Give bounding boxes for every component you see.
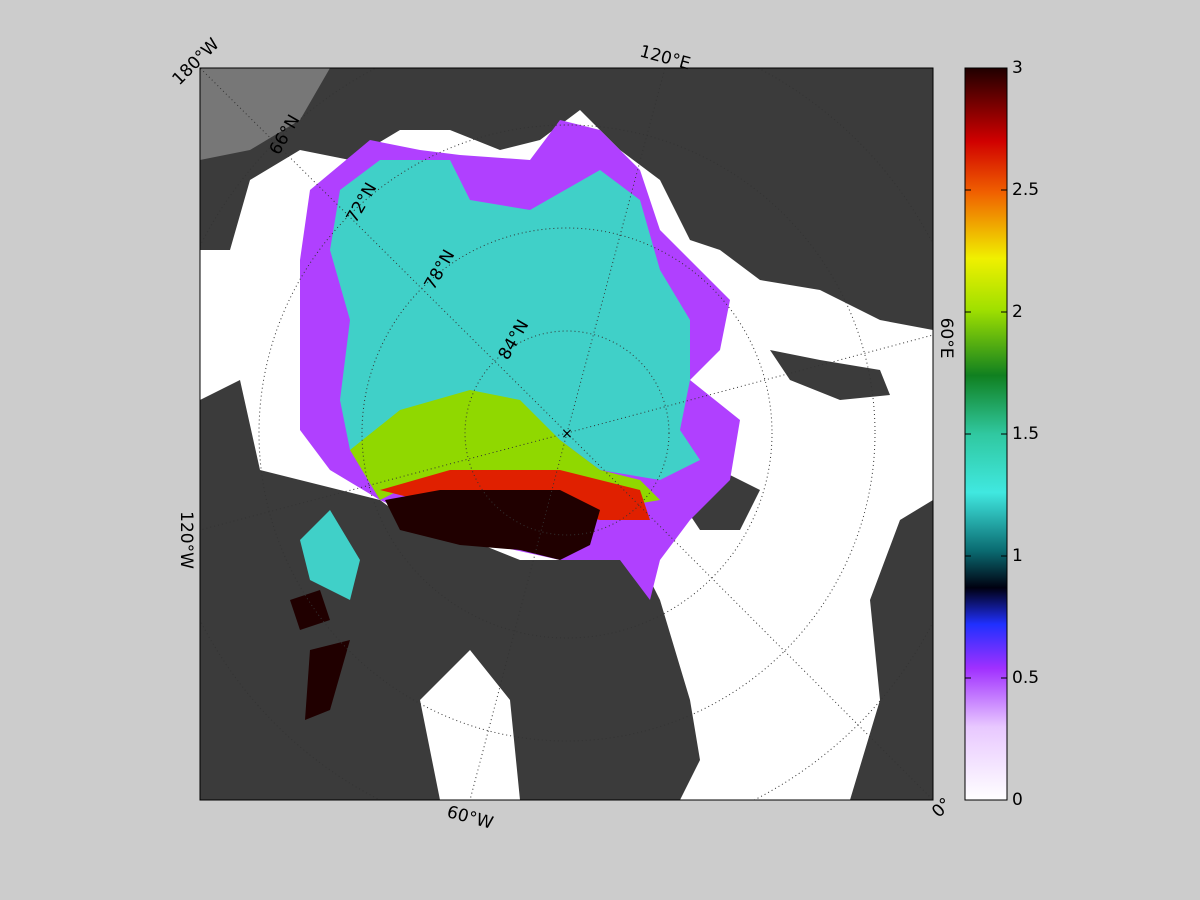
colorbar-tick-label: 0.5 xyxy=(1012,668,1039,688)
colorbar xyxy=(964,67,1008,801)
colorbar-tick-label: 2.5 xyxy=(1012,180,1039,200)
colorbar-tick-label: 2 xyxy=(1012,302,1023,322)
lon-label: 120°W xyxy=(176,511,196,569)
lon-label: 60°E xyxy=(936,318,956,359)
map-area: × xyxy=(200,68,933,800)
graticule xyxy=(200,68,933,800)
lon-label: 60°W xyxy=(445,802,496,834)
pole-marker: × xyxy=(561,426,573,442)
map-frame xyxy=(199,67,934,801)
sea-ice xyxy=(290,120,740,720)
colorbar-tick-label: 1.5 xyxy=(1012,424,1039,444)
colorbar-tick-label: 1 xyxy=(1012,546,1023,566)
colorbar-tick-label: 0 xyxy=(1012,790,1023,810)
colorbar-tick-label: 3 xyxy=(1012,58,1023,78)
